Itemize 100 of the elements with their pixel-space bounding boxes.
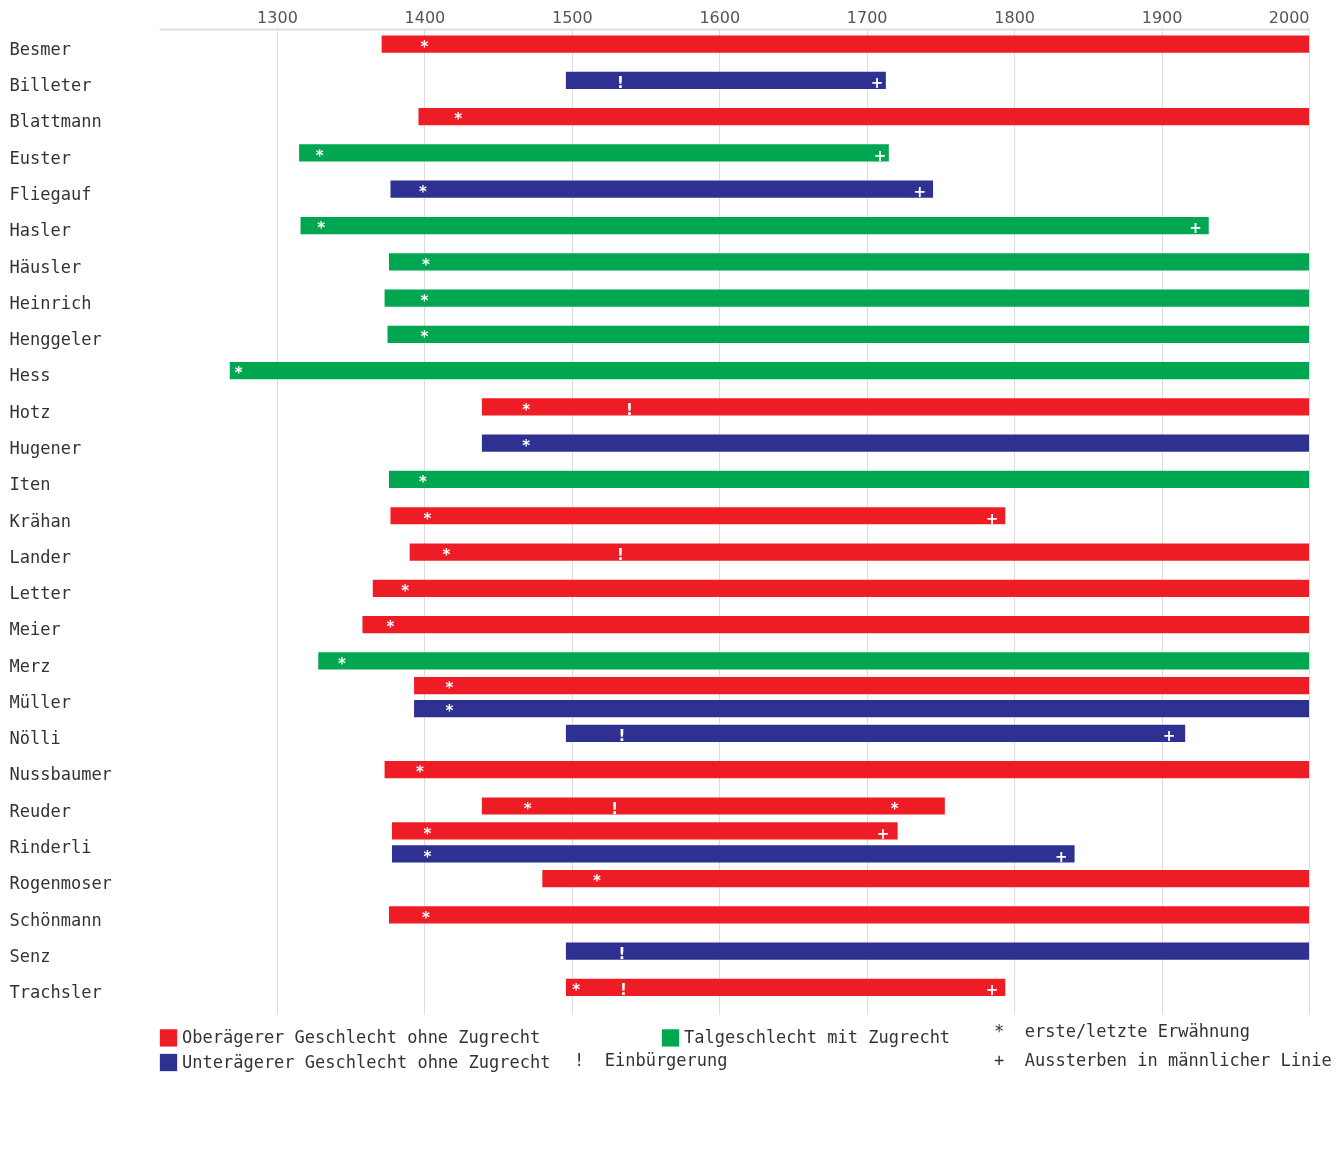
bar xyxy=(372,579,1309,597)
y-tick-label: Iten xyxy=(9,474,51,495)
y-tick-label: Schönmann xyxy=(9,909,102,930)
bar xyxy=(229,362,1309,380)
y-tick-label: Besmer xyxy=(9,38,71,59)
annotation: + xyxy=(876,824,890,843)
bar xyxy=(409,543,1309,561)
bar xyxy=(390,507,1006,525)
annotation: ! xyxy=(617,545,624,564)
annotation: + xyxy=(1189,219,1202,238)
y-tick-label: Rinderli xyxy=(9,837,92,858)
bar xyxy=(481,398,1309,416)
x-tick-label: 1400 xyxy=(404,7,446,27)
annotation: * xyxy=(315,146,324,165)
bar xyxy=(481,434,1309,452)
bar xyxy=(390,180,934,198)
annotation: * xyxy=(421,255,430,274)
annotation: * xyxy=(522,436,531,455)
annotation: ! xyxy=(611,799,618,818)
annotation: + xyxy=(985,509,999,528)
annotation: + xyxy=(985,981,999,1000)
bar xyxy=(542,869,1309,888)
y-tick-label: Nussbaumer xyxy=(9,764,112,785)
y-tick-label: Euster xyxy=(9,147,71,168)
annotation: * xyxy=(445,679,454,698)
y-tick-label: Nölli xyxy=(9,728,61,749)
annotation: + xyxy=(913,182,927,201)
y-tick-label: Reuder xyxy=(9,800,71,821)
annotation: * xyxy=(523,799,532,818)
y-tick-label: Hess xyxy=(9,365,51,386)
y-tick-label: Blattmann xyxy=(9,111,102,132)
x-tick-label: 1500 xyxy=(551,7,593,27)
bar xyxy=(381,35,1309,53)
bar xyxy=(300,216,1209,235)
x-tick-label: 1700 xyxy=(846,7,888,27)
y-tick-label: Senz xyxy=(9,945,51,966)
annotation: * xyxy=(416,763,425,782)
annotation: * xyxy=(442,545,451,564)
annotation: * xyxy=(420,291,429,310)
y-tick-label: Hotz xyxy=(9,401,51,422)
annotation: * xyxy=(445,702,454,721)
bar xyxy=(387,325,1309,343)
annotation: * xyxy=(890,799,899,818)
x-tick-label: 1900 xyxy=(1141,7,1183,27)
annotation: * xyxy=(401,582,410,601)
y-tick-label: Heinrich xyxy=(9,292,92,313)
annotation: * xyxy=(420,328,429,347)
annotation: + xyxy=(1055,847,1068,866)
x-tick-label: 1800 xyxy=(994,7,1035,27)
annotation: * xyxy=(423,509,432,528)
y-tick-label: Krähan xyxy=(9,510,71,531)
text: * erste/letzte Erwähnung xyxy=(994,1020,1250,1043)
annotation: * xyxy=(418,182,427,201)
bar xyxy=(389,253,1309,271)
bar xyxy=(389,906,1309,924)
x-tick-label: 1600 xyxy=(699,7,741,27)
annotation: * xyxy=(421,908,430,927)
x-tick-label: 2000 xyxy=(1268,7,1310,27)
bar xyxy=(565,942,1309,960)
text: ! Einbürgerung xyxy=(574,1049,728,1072)
y-tick-label: Lander xyxy=(9,546,71,567)
annotation: * xyxy=(337,654,346,673)
y-tick-label: Meier xyxy=(9,619,61,640)
annotation: + xyxy=(873,146,887,165)
y-tick-label: Merz xyxy=(9,655,51,676)
y-tick-label: Fliegauf xyxy=(9,183,92,204)
text: + Aussterben in männlicher Linie xyxy=(994,1049,1332,1072)
y-tick-label: Billeter xyxy=(9,75,92,96)
annotation: * xyxy=(454,110,463,129)
legend-label: Unterägerer Geschlecht ohne Zugrecht xyxy=(182,1051,551,1072)
bar xyxy=(418,108,1309,126)
y-tick-label: Henggeler xyxy=(9,329,102,350)
annotation: ! xyxy=(620,981,627,1000)
bar xyxy=(565,978,1006,997)
annotation: * xyxy=(423,824,432,843)
annotation: + xyxy=(870,74,884,93)
annotation: ! xyxy=(625,400,633,419)
annotation: * xyxy=(234,364,243,383)
annotation: ! xyxy=(618,727,626,746)
bar xyxy=(318,652,1309,670)
bar xyxy=(362,615,1309,634)
bar xyxy=(384,289,1309,307)
legend-label: Oberägerer Geschlecht ohne Zugrecht xyxy=(182,1026,541,1047)
bar xyxy=(299,144,889,162)
bar xyxy=(389,470,1309,489)
bar xyxy=(384,761,1309,779)
annotation: * xyxy=(572,981,581,1000)
annotation: * xyxy=(423,847,432,866)
y-tick-label: Müller xyxy=(9,691,71,712)
annotation: ! xyxy=(618,944,626,963)
annotation: ! xyxy=(617,74,624,93)
y-tick-label: Häusler xyxy=(9,256,82,277)
y-tick-label: Rogenmoser xyxy=(9,873,112,894)
y-tick-label: Hasler xyxy=(9,220,71,241)
y-tick-label: Letter xyxy=(9,583,71,604)
y-tick-label: Hugener xyxy=(9,437,82,458)
y-tick-label: Trachsler xyxy=(9,982,102,1003)
annotation: * xyxy=(420,37,429,56)
annotation: * xyxy=(592,872,601,891)
bar xyxy=(565,71,886,90)
